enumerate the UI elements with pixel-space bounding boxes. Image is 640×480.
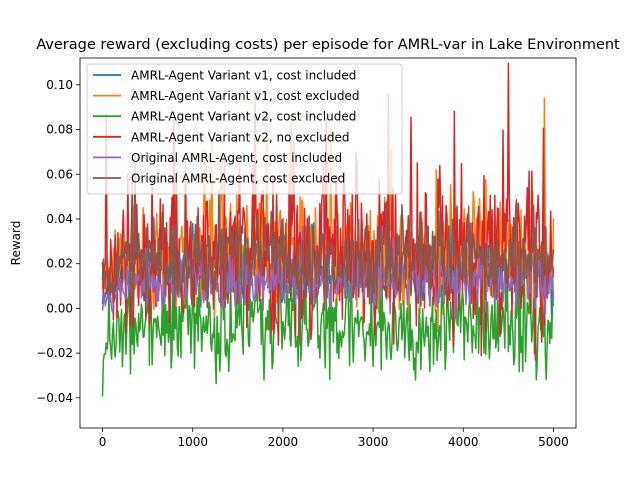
series-line-6: [101, 154, 555, 346]
chart-title: Average reward (excluding costs) per epi…: [36, 37, 620, 53]
legend-label-6: Original AMRL-Agent, cost excluded: [131, 172, 345, 186]
x-axis: 0 1000 2000 3000 4000 5000: [99, 428, 569, 449]
plot-frame: [79, 57, 577, 429]
legend-label-5: Original AMRL-Agent, cost included: [131, 151, 342, 165]
y-axis-label: Reward: [9, 221, 23, 266]
y-tick-label: 0.04: [46, 212, 73, 226]
legend-label-3: AMRL-Agent Variant v2, cost included: [131, 110, 356, 124]
series-line-4: [101, 62, 555, 361]
legend-box: [86, 63, 403, 195]
legend-label-4: AMRL-Agent Variant v2, no excluded: [131, 130, 350, 144]
y-tick-label: 0.06: [46, 167, 73, 181]
y-tick-label: 0.08: [46, 123, 73, 137]
x-tick-label: 5000: [538, 435, 569, 449]
legend: AMRL-Agent Variant v1, cost included AMRL…: [86, 63, 403, 195]
x-tick-label: 3000: [358, 435, 389, 449]
series-line-3: [101, 244, 555, 397]
legend-label-2: AMRL-Agent Variant v1, cost excluded: [131, 89, 359, 103]
y-tick-label: −0.02: [36, 346, 73, 360]
y-tick-label: −0.04: [36, 391, 73, 405]
legend-label-1: AMRL-Agent Variant v1, cost included: [131, 69, 356, 83]
y-tick-label: 0.02: [46, 257, 73, 271]
y-tick-label: 0.10: [46, 78, 73, 92]
x-tick-label: 4000: [448, 435, 479, 449]
x-tick-label: 1000: [177, 435, 208, 449]
series-group: [101, 62, 555, 397]
y-axis: −0.04 −0.02 0.00 0.02 0.04 0.06 0.08 0.10: [36, 78, 80, 405]
x-tick-label: 2000: [268, 435, 299, 449]
y-tick-label: 0.00: [46, 301, 73, 315]
x-tick-label: 0: [99, 435, 107, 449]
